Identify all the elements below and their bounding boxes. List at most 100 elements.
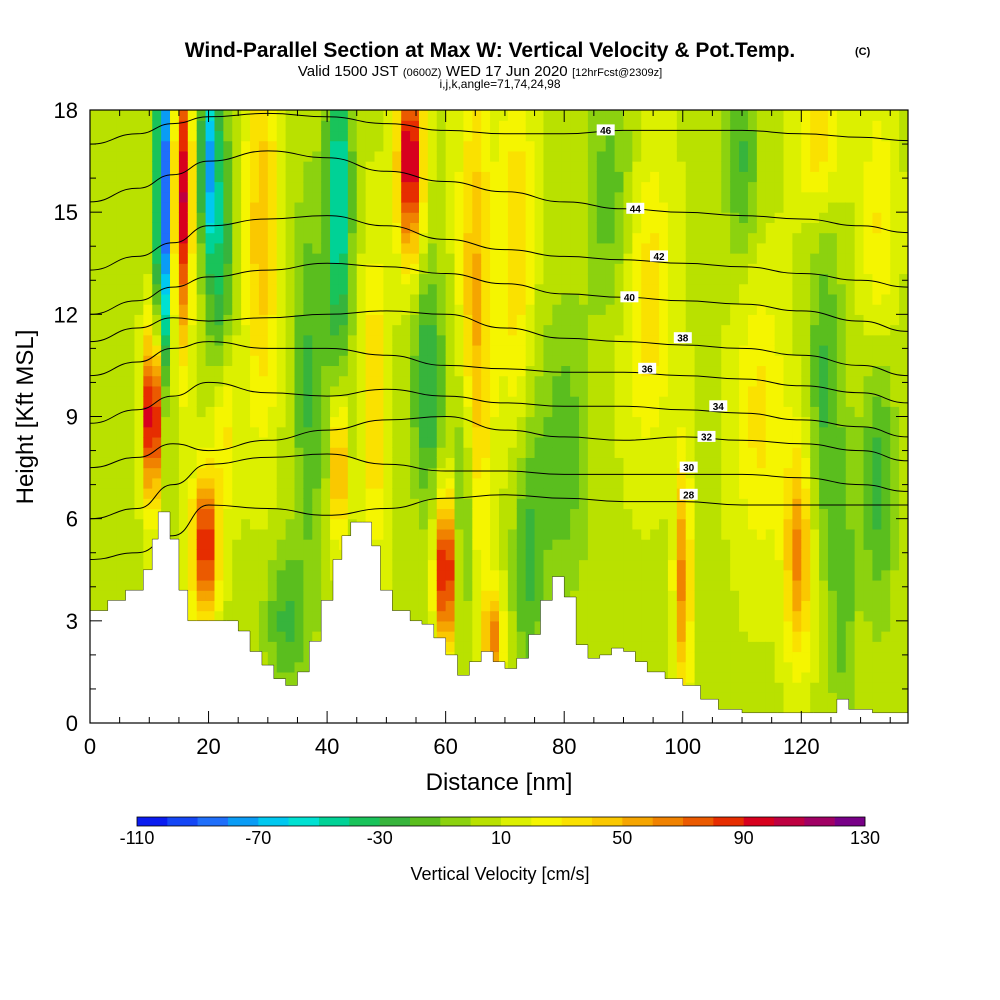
- w-cell: [739, 569, 749, 581]
- w-cell: [418, 334, 429, 346]
- w-cell: [507, 488, 518, 499]
- w-cell: [632, 375, 642, 387]
- w-cell: [765, 355, 776, 367]
- w-cell: [347, 436, 358, 448]
- w-cell: [730, 641, 740, 653]
- w-cell: [338, 242, 349, 254]
- w-cell: [605, 355, 616, 367]
- w-cell: [241, 375, 251, 387]
- w-cell: [561, 467, 571, 479]
- w-cell: [392, 253, 402, 264]
- w-cell: [792, 222, 802, 234]
- w-cell: [632, 212, 642, 223]
- w-cell: [534, 416, 545, 428]
- w-cell: [641, 171, 651, 183]
- w-cell: [187, 212, 198, 223]
- w-cell: [338, 365, 349, 377]
- w-cell: [721, 702, 731, 714]
- w-cell: [445, 579, 456, 591]
- w-cell: [90, 191, 100, 203]
- w-cell: [374, 283, 385, 295]
- w-cell: [125, 477, 136, 489]
- w-cell: [721, 150, 731, 162]
- w-cell: [747, 518, 758, 530]
- w-cell: [214, 171, 224, 183]
- w-cell: [819, 528, 829, 540]
- w-cell: [125, 447, 136, 458]
- w-cell: [383, 150, 393, 162]
- w-cell: [205, 498, 216, 510]
- w-cell: [667, 406, 678, 418]
- w-cell: [472, 130, 482, 142]
- w-cell: [703, 396, 713, 407]
- w-cell: [659, 559, 669, 571]
- w-cell: [356, 426, 367, 438]
- w-cell: [614, 600, 625, 612]
- w-cell: [143, 426, 153, 438]
- w-cell: [774, 273, 785, 285]
- w-cell: [285, 130, 296, 142]
- w-cell: [276, 263, 287, 275]
- w-cell: [739, 406, 749, 418]
- w-cell: [267, 559, 278, 571]
- w-cell: [614, 120, 625, 132]
- w-cell: [427, 110, 438, 121]
- w-cell: [338, 324, 349, 336]
- w-cell: [801, 671, 811, 683]
- w-cell: [801, 293, 811, 305]
- w-cell: [659, 396, 669, 407]
- w-cell: [223, 120, 233, 132]
- w-cell: [454, 488, 465, 499]
- w-cell: [641, 406, 651, 418]
- w-cell: [436, 528, 447, 540]
- w-cell: [392, 314, 402, 326]
- w-cell: [561, 457, 571, 469]
- w-cell: [659, 181, 669, 193]
- w-cell: [516, 181, 527, 193]
- w-cell: [685, 477, 696, 489]
- w-cell: [90, 549, 100, 561]
- w-cell: [178, 355, 189, 367]
- w-cell: [223, 416, 233, 428]
- w-cell: [641, 324, 651, 336]
- w-cell: [774, 171, 785, 183]
- w-cell: [819, 610, 829, 622]
- w-cell: [605, 549, 616, 561]
- w-cell: [125, 569, 136, 581]
- w-cell: [205, 263, 216, 275]
- w-cell: [525, 600, 536, 612]
- w-cell: [694, 365, 705, 377]
- w-cell: [490, 457, 500, 469]
- w-cell: [579, 263, 589, 275]
- w-cell: [765, 283, 776, 295]
- w-cell: [525, 263, 536, 275]
- w-cell: [507, 212, 518, 223]
- w-cell: [356, 334, 367, 346]
- w-cell: [178, 467, 189, 479]
- w-cell: [463, 110, 473, 121]
- w-cell: [667, 600, 678, 612]
- w-cell: [418, 191, 429, 203]
- w-cell: [676, 283, 687, 295]
- w-cell: [401, 140, 411, 152]
- w-cell: [570, 304, 580, 315]
- w-cell: [747, 263, 758, 275]
- w-cell: [570, 232, 580, 244]
- vertical-velocity-field: [90, 110, 908, 723]
- w-cell: [250, 641, 260, 653]
- w-cell: [703, 314, 713, 326]
- w-cell: [374, 273, 385, 285]
- w-cell: [747, 334, 758, 346]
- w-cell: [694, 528, 705, 540]
- w-cell: [427, 181, 438, 193]
- w-cell: [436, 222, 447, 234]
- w-cell: [454, 590, 465, 601]
- w-cell: [383, 355, 393, 367]
- w-cell: [143, 488, 153, 499]
- w-cell: [676, 212, 687, 223]
- w-cell: [178, 110, 189, 121]
- w-cell: [418, 406, 429, 418]
- w-cell: [490, 161, 500, 172]
- w-cell: [178, 130, 189, 142]
- w-cell: [801, 201, 811, 213]
